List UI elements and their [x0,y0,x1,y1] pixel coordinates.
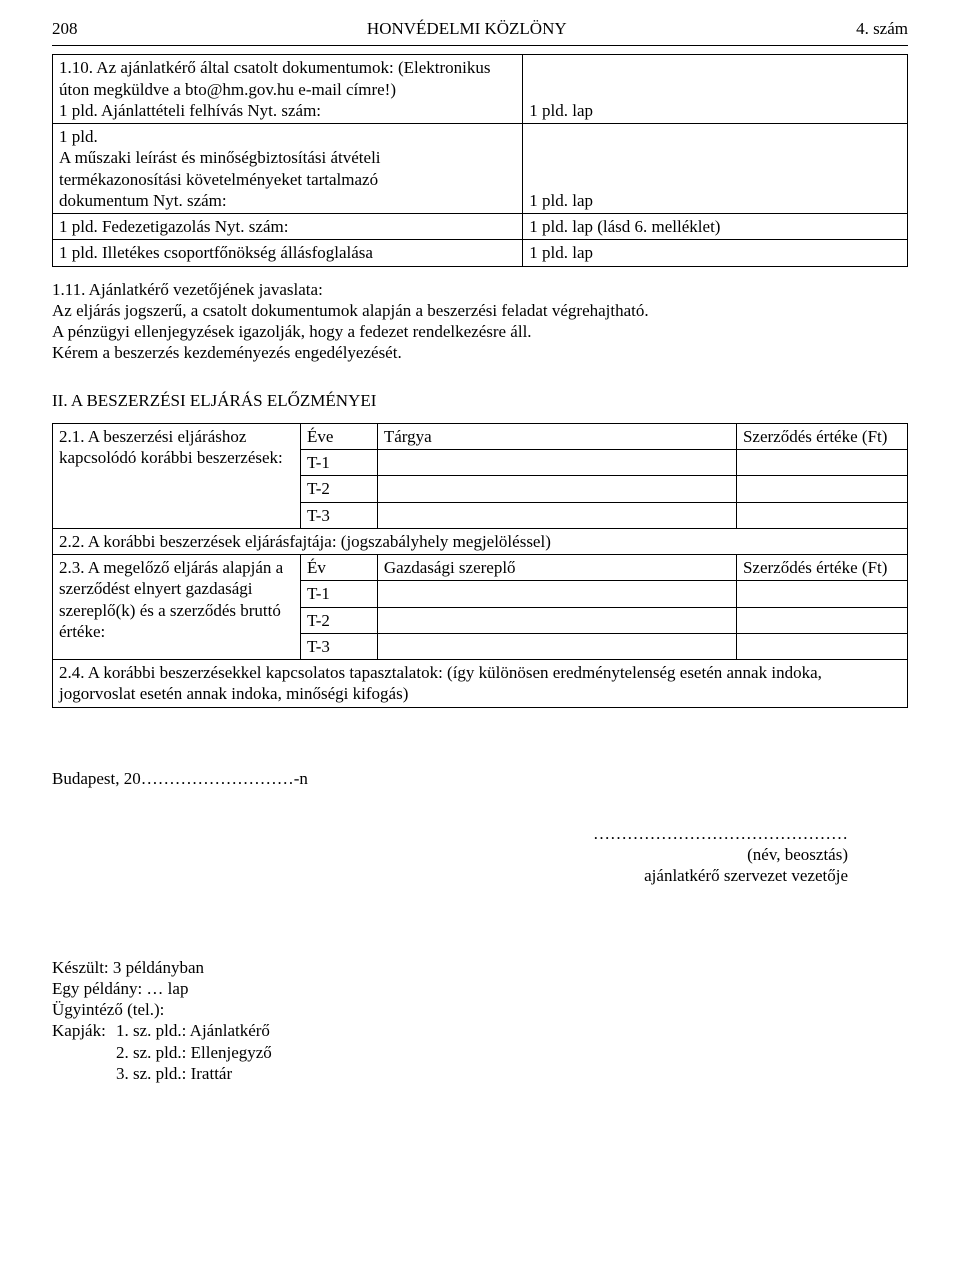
footer-kapjak-3: 3. sz. pld.: Irattár [116,1063,232,1084]
attachments-table: 1.10. Az ajánlatkérő által csatolt dokum… [52,54,908,266]
t23-head-ev: Év [300,555,377,581]
t23-row: T-1 [300,581,377,607]
table-cell: 1 pld. lap [523,55,908,124]
table-cell: 1 pld. Illetékes csoportfőnökség állásfo… [53,240,523,266]
section-2-title: II. A BESZERZÉSI ELJÁRÁS ELŐZMÉNYEI [52,390,908,411]
signature-name: (név, beosztás) [52,844,848,865]
page-header: 208 HONVÉDELMI KÖZLÖNY 4. szám [52,18,908,39]
section-2-table: 2.1. A beszerzési eljáráshoz kapcsolódó … [52,423,908,708]
page-number: 208 [52,18,78,39]
t23-desc: 2.3. A megelőző eljárás alapján a szerző… [53,555,301,660]
t21-row: T-3 [300,502,377,528]
t21-row: T-1 [300,450,377,476]
t21-cell [377,476,736,502]
budapest-date-line: Budapest, 20………………………-n [52,768,908,789]
t21-head-value: Szerződés értéke (Ft) [736,423,907,449]
t21-head-targy: Tárgya [377,423,736,449]
attachments-item: 1 pld. Ajánlattételi felhívás Nyt. szám: [59,101,321,120]
t21-cell [377,450,736,476]
signature-dots: ……………………………………… [52,823,848,844]
table-cell: 1.10. Az ajánlatkérő által csatolt dokum… [53,55,523,124]
table-cell: 1 pld. Fedezetigazolás Nyt. szám: [53,214,523,240]
t23-head-value: Szerződés értéke (Ft) [736,555,907,581]
t23-row: T-3 [300,633,377,659]
t23-cell [377,607,736,633]
t23-cell [377,633,736,659]
spacer [52,1042,116,1063]
attachments-intro: 1.10. Az ajánlatkérő által csatolt dokum… [59,58,491,98]
t21-desc: 2.1. A beszerzési eljáráshoz kapcsolódó … [53,423,301,528]
footer-ugy: Ügyintéző (tel.): [52,999,908,1020]
t21-cell [736,476,907,502]
table-cell: 1 pld. lap [523,240,908,266]
t21-row: T-2 [300,476,377,502]
t21-head-eve: Éve [300,423,377,449]
footer-one-copy: Egy példány: … lap [52,978,908,999]
t23-cell [736,633,907,659]
table-cell: 1 pld. lap (lásd 6. melléklet) [523,214,908,240]
footer-kapjak-2: 2. sz. pld.: Ellenjegyző [116,1042,272,1063]
footer-kapjak-label: Kapják: [52,1020,116,1041]
paragraph-1-11: 1.11. Ajánlatkérő vezetőjének javaslata:… [52,279,908,364]
footer-kapjak-1: 1. sz. pld.: Ajánlatkérő [116,1020,270,1041]
t23-row: T-2 [300,607,377,633]
t23-head-gsz: Gazdasági szereplő [377,555,736,581]
t22-row: 2.2. A korábbi beszerzések eljárásfajtáj… [53,528,908,554]
document-page: 208 HONVÉDELMI KÖZLÖNY 4. szám 1.10. Az … [0,0,960,1274]
spacer [52,1063,116,1084]
footer-block: Készült: 3 példányban Egy példány: … lap… [52,957,908,1085]
t24-row: 2.4. A korábbi beszerzésekkel kapcsolato… [53,660,908,708]
t21-cell [736,502,907,528]
issue-number: 4. szám [856,18,908,39]
t21-cell [736,450,907,476]
signature-block: ……………………………………… (név, beosztás) ajánlatk… [52,823,908,887]
t21-cell [377,502,736,528]
footer-made: Készült: 3 példányban [52,957,908,978]
header-rule [52,45,908,46]
attachments-value: 1 pld. lap [529,101,593,120]
t23-cell [377,581,736,607]
t23-cell [736,607,907,633]
journal-title: HONVÉDELMI KÖZLÖNY [78,18,857,39]
table-cell: 1 pld. lap [523,124,908,214]
t23-cell [736,581,907,607]
table-cell: 1 pld. A műszaki leírást és minőségbizto… [53,124,523,214]
signature-role: ajánlatkérő szervezet vezetője [52,865,848,886]
